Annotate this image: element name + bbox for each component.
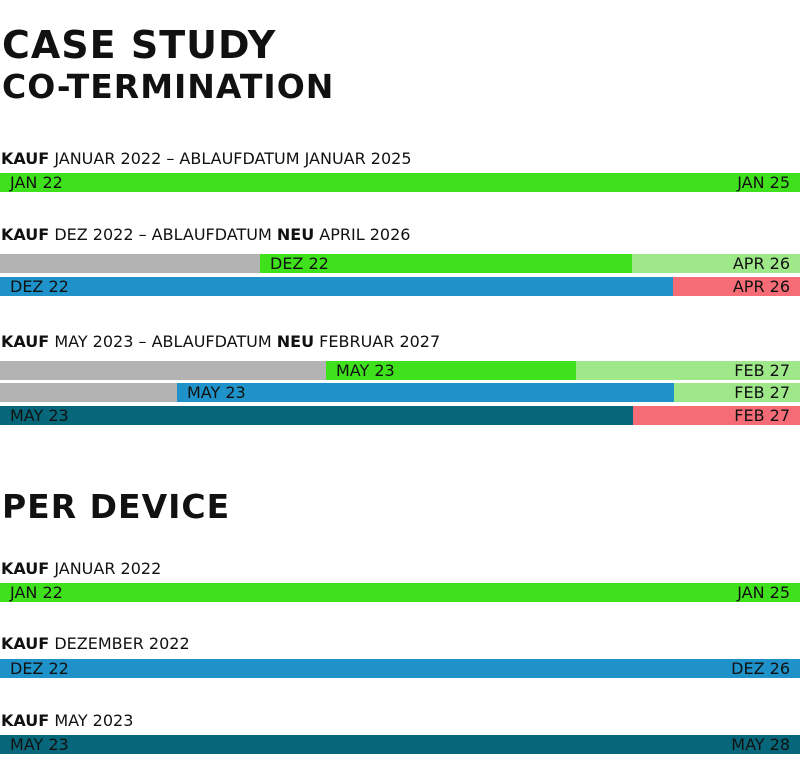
case1-bar-start: JAN 22 [10, 173, 63, 192]
device1-bar-green [0, 583, 800, 602]
case2-bar1: DEZ 22 APR 26 [0, 254, 800, 273]
device3-kauf: KAUF [1, 711, 50, 730]
device2-text: DEZEMBER 2022 [54, 634, 190, 653]
case2-kauf: KAUF [1, 225, 50, 244]
case2-bar1-end: APR 26 [732, 254, 790, 273]
case2-bar1-gray [0, 254, 260, 273]
case1-label: KAUF JANUAR 2022 – ABLAUFDATUM JANUAR 20… [1, 150, 412, 168]
case3-bar3: MAY 23 FEB 27 [0, 406, 800, 425]
page-title-line1: CASE STUDY [2, 23, 277, 67]
device1-bar-start: JAN 22 [10, 583, 63, 602]
device3-label: KAUF MAY 2023 [1, 712, 133, 730]
case3-label: KAUF MAY 2023 – ABLAUFDATUM NEU FEBRUAR … [1, 333, 440, 351]
case2-text-a: DEZ 2022 – ABLAUFDATUM [54, 225, 272, 244]
case3-text-a: MAY 2023 – ABLAUFDATUM [54, 332, 272, 351]
device2-bar-start: DEZ 22 [10, 659, 69, 678]
case1-bar-green [0, 173, 800, 192]
case3-bar1-green [326, 361, 576, 380]
device1-label: KAUF JANUAR 2022 [1, 560, 161, 578]
case3-bar2-gray [0, 383, 177, 402]
page-title-line2: CO-TERMINATION [2, 67, 335, 106]
case3-bar1-end: FEB 27 [734, 361, 790, 380]
case2-bar1-green [260, 254, 632, 273]
case2-text-b: APRIL 2026 [319, 225, 411, 244]
case1-bar: JAN 22 JAN 25 [0, 173, 800, 192]
device1-bar: JAN 22 JAN 25 [0, 583, 800, 602]
case3-kauf: KAUF [1, 332, 50, 351]
case2-bar2-blue [0, 277, 673, 296]
case1-text: JANUAR 2022 – ABLAUFDATUM JANUAR 2025 [54, 149, 412, 168]
device3-text: MAY 2023 [54, 711, 134, 730]
case2-bar2-red [673, 277, 800, 296]
device3-bar-teal [0, 735, 800, 754]
case3-bar2-lightgreen [674, 383, 800, 402]
case3-bar1-lightgreen [576, 361, 800, 380]
case2-bar1-lightgreen [632, 254, 800, 273]
case3-bar2-blue [177, 383, 674, 402]
case3-bar2: MAY 23 FEB 27 [0, 383, 800, 402]
device3-bar-end: MAY 28 [731, 735, 790, 754]
device2-label: KAUF DEZEMBER 2022 [1, 635, 190, 653]
case3-bar3-end: FEB 27 [734, 406, 790, 425]
device2-bar-blue [0, 659, 800, 678]
device1-kauf: KAUF [1, 559, 50, 578]
case2-bar2-end: APR 26 [732, 277, 790, 296]
case3-bar1-gray [0, 361, 326, 380]
device3-bar-start: MAY 23 [10, 735, 69, 754]
case3-bar3-teal [0, 406, 633, 425]
device1-bar-end: JAN 25 [737, 583, 790, 602]
case3-text-b: FEBRUAR 2027 [319, 332, 441, 351]
device2-kauf: KAUF [1, 634, 50, 653]
case3-bar2-end: FEB 27 [734, 383, 790, 402]
case3-bar2-start: MAY 23 [187, 383, 246, 402]
device2-bar: DEZ 22 DEZ 26 [0, 659, 800, 678]
case2-bar2: DEZ 22 APR 26 [0, 277, 800, 296]
case2-bar1-start: DEZ 22 [270, 254, 329, 273]
per-device-heading: PER DEVICE [2, 487, 231, 526]
case3-bar1: MAY 23 FEB 27 [0, 361, 800, 380]
case1-bar-end: JAN 25 [737, 173, 790, 192]
case2-label: KAUF DEZ 2022 – ABLAUFDATUM NEU APRIL 20… [1, 226, 410, 244]
case3-bar1-start: MAY 23 [336, 361, 395, 380]
case2-bar2-start: DEZ 22 [10, 277, 69, 296]
case3-bar3-red [633, 406, 800, 425]
case2-neu: NEU [276, 225, 315, 244]
case3-bar3-start: MAY 23 [10, 406, 69, 425]
case3-neu: NEU [276, 332, 315, 351]
case1-kauf: KAUF [1, 149, 50, 168]
device2-bar-end: DEZ 26 [731, 659, 790, 678]
device1-text: JANUAR 2022 [54, 559, 162, 578]
device3-bar: MAY 23 MAY 28 [0, 735, 800, 754]
